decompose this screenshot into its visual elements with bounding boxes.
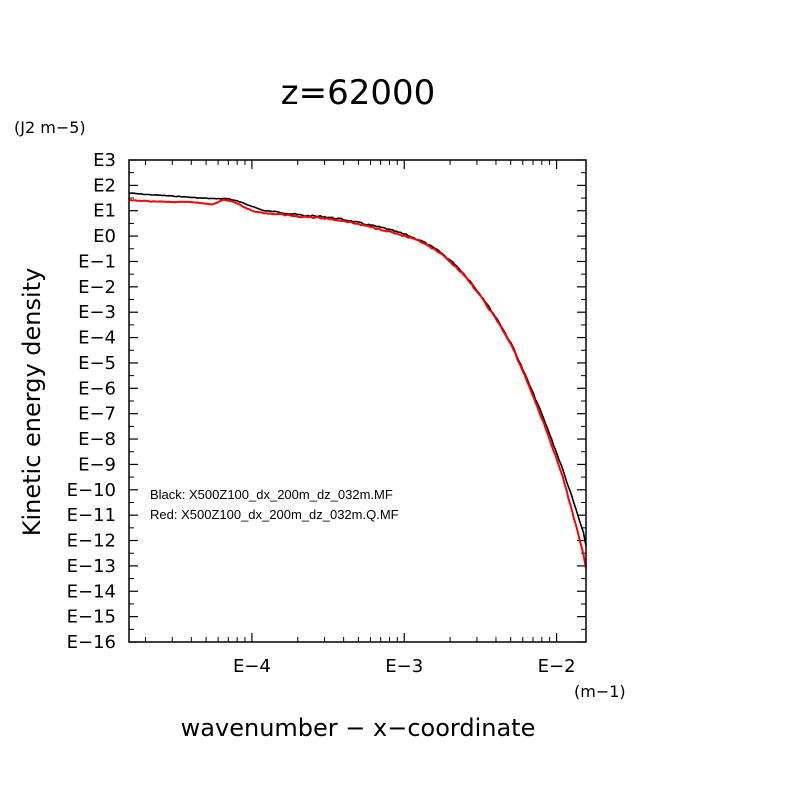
y-tick-label: E−16 <box>67 632 116 653</box>
y-axis-label: Kinetic energy density <box>18 268 46 537</box>
y-tick-label: E−2 <box>78 277 116 298</box>
y-tick-label: E−10 <box>67 480 116 501</box>
y-tick-label: E−7 <box>78 404 116 425</box>
y-tick-label: E3 <box>93 150 116 171</box>
y-tick-label: E0 <box>93 226 116 247</box>
y-tick-label: E−8 <box>78 429 116 450</box>
x-axis-label: wavenumber − x−coordinate <box>181 714 536 742</box>
y-tick-label: E−6 <box>78 378 116 399</box>
x-tick-label: E−2 <box>538 656 576 677</box>
y-tick-label: E−12 <box>67 531 116 552</box>
legend-line-red: Red: X500Z100_dx_200m_dz_032m.Q.MF <box>150 507 399 522</box>
y-tick-label: E−5 <box>78 353 116 374</box>
y-tick-label: E1 <box>93 201 116 222</box>
x-unit-label: (m−1) <box>574 682 626 701</box>
ticks-layer: E3 E2 E1 E0 E−1 E−2 E−3 E−4 E−5 E−6 E−7 E−8 E−9 E−10 E… <box>67 150 586 677</box>
y-tick-label: E2 <box>93 175 116 196</box>
legend-line-black: Black: X500Z100_dx_200m_dz_032m.MF <box>150 487 393 502</box>
plot-frame <box>128 159 587 643</box>
x-tick-label: E−4 <box>233 656 271 677</box>
y-tick-label: E−9 <box>78 454 116 475</box>
series-line-red <box>128 198 587 569</box>
y-tick-label: E−14 <box>67 581 116 602</box>
y-tick-label: E−1 <box>78 251 116 272</box>
y-tick-label: E−3 <box>78 302 116 323</box>
y-tick-label: E−15 <box>67 607 116 628</box>
x-tick-label: E−3 <box>385 656 423 677</box>
y-unit-label: (J2 m−5) <box>14 118 86 137</box>
chart-title: z=62000 <box>281 73 436 113</box>
y-tick-label: E−4 <box>78 328 116 349</box>
series-layer <box>128 192 587 569</box>
y-tick-label: E−11 <box>67 505 116 526</box>
y-tick-label: E−13 <box>67 556 116 577</box>
